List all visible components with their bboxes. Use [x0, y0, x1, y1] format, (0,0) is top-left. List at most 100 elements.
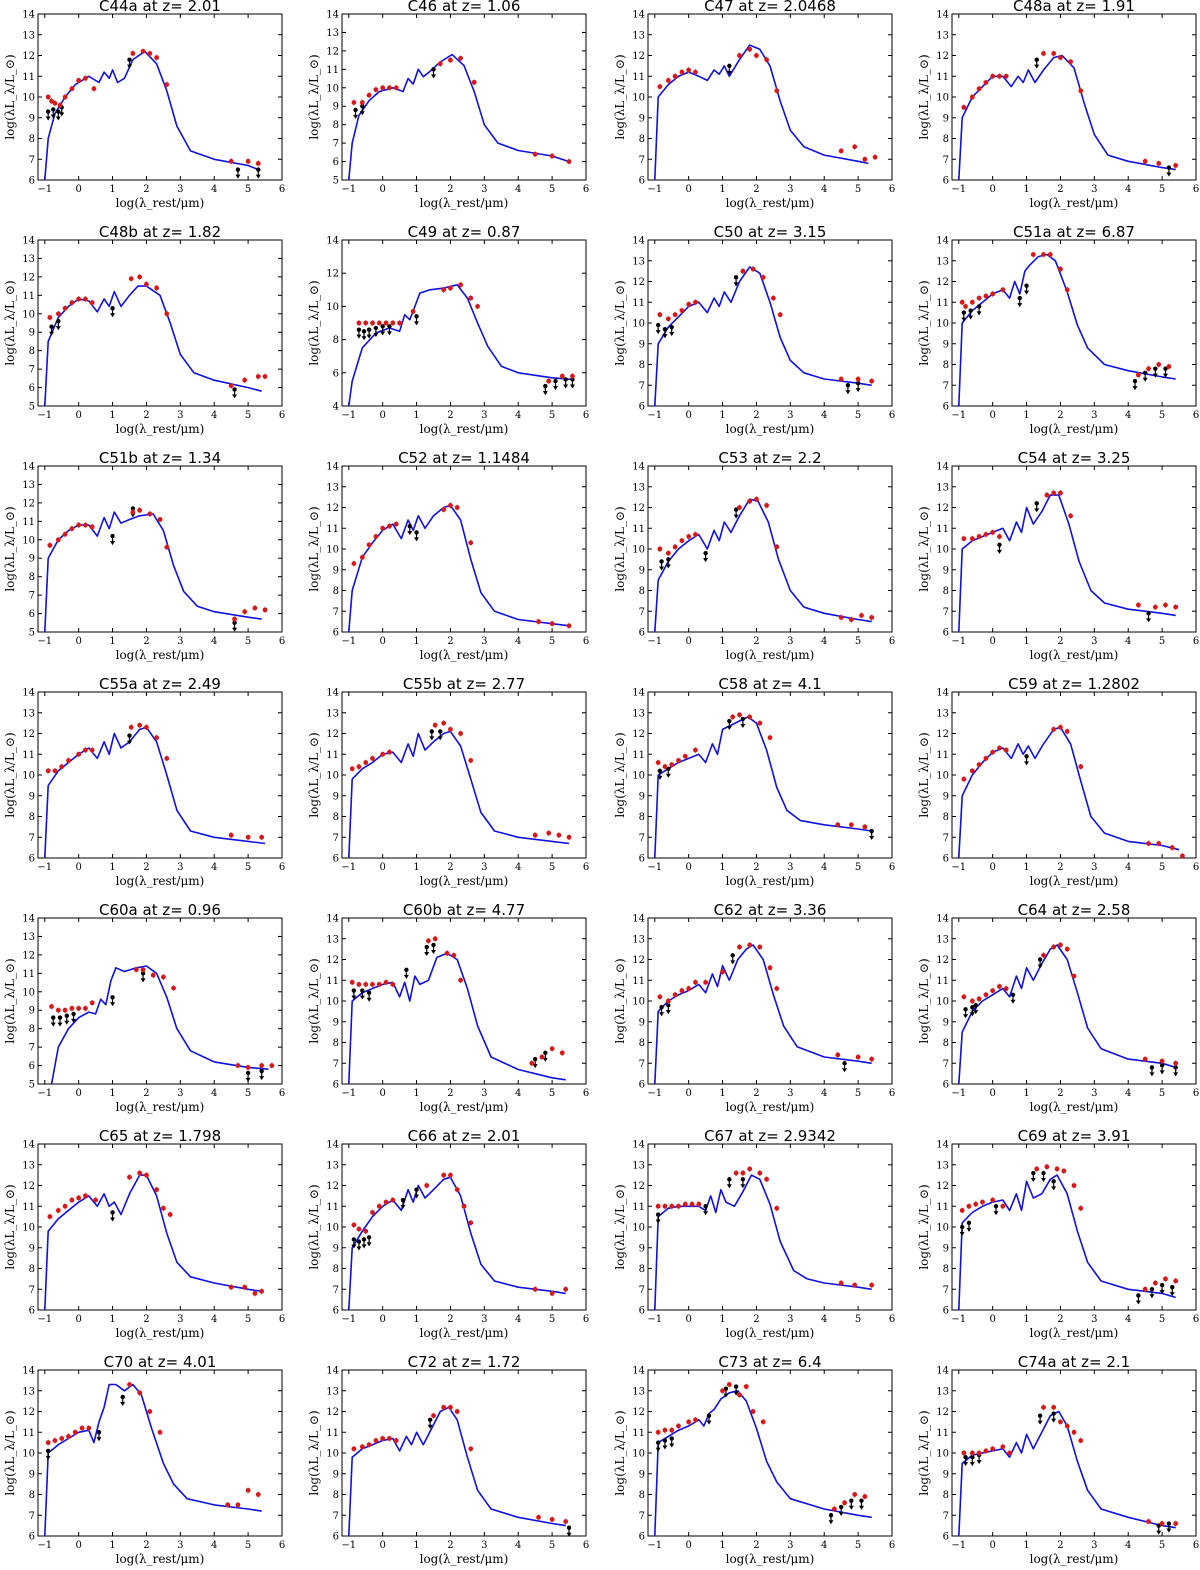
x-tick-label: 2 [753, 410, 759, 421]
x-tick-label: 1 [1023, 862, 1029, 873]
y-tick-label: 8 [29, 1490, 35, 1501]
upper-limit-arrow [665, 1010, 671, 1015]
detection-point [245, 1487, 251, 1493]
x-tick-label: 4 [821, 1088, 827, 1099]
y-tick-label: 12 [632, 51, 645, 62]
sed-panel: C55a at z= 2.49−1 0 1 2 3 4 5 667891011121314lo… [3, 675, 285, 888]
detection-point [245, 1065, 251, 1070]
plot-frame [37, 13, 283, 181]
detection-point [130, 509, 136, 515]
plot-frame [951, 239, 1197, 407]
detection-point [536, 619, 541, 625]
x-tick-label: 3 [787, 1540, 793, 1551]
detection-point [133, 967, 139, 973]
x-axis-label: log(λ_rest/μm) [726, 1552, 815, 1566]
upper-limit-point [256, 167, 261, 172]
x-axis-label: log(λ_rest/μm) [1030, 874, 1119, 888]
detection-point [376, 1203, 382, 1209]
x-tick-label: −1 [37, 1088, 52, 1099]
upper-limit-arrow [1034, 64, 1040, 69]
detection-point [1003, 986, 1009, 991]
x-tick-label: 5 [549, 184, 555, 195]
detection-point [387, 749, 392, 755]
detection-point [848, 822, 854, 828]
detection-point [137, 507, 143, 513]
upper-limit-arrow [110, 1002, 116, 1007]
detection-point [961, 994, 967, 1000]
plot-area [44, 1170, 265, 1310]
x-tick-label: −1 [951, 1540, 966, 1551]
detection-point [259, 1288, 265, 1294]
detection-point [737, 712, 742, 718]
model-sed-curve [44, 511, 262, 632]
detection-point [961, 776, 967, 782]
y-tick-label: 9 [943, 1243, 949, 1254]
y-tick-label: 14 [632, 462, 645, 473]
detection-point [1135, 372, 1141, 378]
detection-point [686, 534, 692, 539]
x-tick-label: 5 [245, 184, 251, 195]
upper-limit-arrow [127, 740, 132, 745]
y-tick-label: 8 [333, 586, 339, 597]
y-tick-label: 10 [22, 1449, 35, 1460]
x-tick-label: 3 [177, 1540, 183, 1551]
detection-point [471, 79, 477, 85]
upper-limit-arrow [1030, 1178, 1036, 1183]
plot-frame [951, 1143, 1197, 1311]
y-axis-label: log(λL_λ/L_⊙) [3, 732, 17, 817]
model-sed-curve [44, 285, 262, 406]
detection-point [990, 291, 996, 297]
detection-point [997, 745, 1002, 751]
x-tick-label: −1 [37, 862, 52, 873]
sed-panel: C46 at z= 1.06−1 0 1 2 3 4 5 6567891011121314lo… [307, 0, 589, 210]
detection-point [390, 982, 396, 987]
detection-point [1041, 252, 1046, 257]
y-tick-label: 6 [943, 1532, 949, 1543]
y-tick-label: 14 [326, 1140, 339, 1151]
detection-point [57, 102, 63, 108]
y-tick-label: 8 [29, 1024, 35, 1035]
upper-limit-point [356, 1239, 362, 1244]
upper-limit-arrow [657, 775, 663, 780]
y-tick-label: 12 [326, 1407, 339, 1418]
plot-area [654, 496, 875, 632]
y-tick-label: 9 [639, 565, 645, 576]
upper-limit-point [110, 995, 115, 1000]
x-tick-label: 3 [177, 184, 183, 195]
y-tick-label: 12 [326, 503, 339, 514]
sed-panel: C70 at z= 4.01−1 0 1 2 3 4 5 667891011121314log… [3, 1353, 285, 1566]
y-tick-label: 7 [639, 155, 645, 166]
upper-limit-arrow [855, 388, 861, 393]
y-tick-label: 12 [632, 1407, 645, 1418]
panel-title: C49 at z= 0.87 [408, 223, 521, 241]
upper-limit-arrow [662, 334, 668, 339]
upper-limit-arrow [414, 537, 420, 542]
y-tick-label: 8 [943, 812, 949, 823]
x-tick-label: 2 [1057, 636, 1063, 647]
x-tick-label: 6 [1193, 1540, 1199, 1551]
detection-point [1041, 952, 1046, 958]
detection-point [737, 505, 742, 510]
x-tick-label: 1 [109, 410, 115, 421]
x-tick-label: 4 [515, 1088, 521, 1099]
upper-limit-arrow [569, 384, 575, 389]
y-tick-label: 9 [29, 113, 35, 124]
detection-point [137, 1170, 143, 1176]
detection-point [686, 1419, 692, 1425]
panel-title: C73 at z= 6.4 [718, 1353, 821, 1371]
y-tick-label: 8 [29, 812, 35, 823]
detection-point [454, 1187, 460, 1193]
detection-point [990, 1197, 996, 1203]
detection-point [546, 378, 552, 384]
detection-point [549, 621, 555, 627]
x-tick-label: 3 [177, 410, 183, 421]
y-tick-label: 7 [639, 607, 645, 618]
detection-point [672, 544, 678, 550]
x-tick-label: 3 [1091, 1088, 1097, 1099]
y-tick-label: 14 [326, 1366, 339, 1377]
y-tick-label: 14 [936, 914, 949, 925]
detection-point [83, 522, 88, 528]
upper-limit-point [387, 324, 392, 329]
x-tick-label: 0 [75, 410, 81, 421]
upper-limit-arrow [366, 997, 372, 1002]
